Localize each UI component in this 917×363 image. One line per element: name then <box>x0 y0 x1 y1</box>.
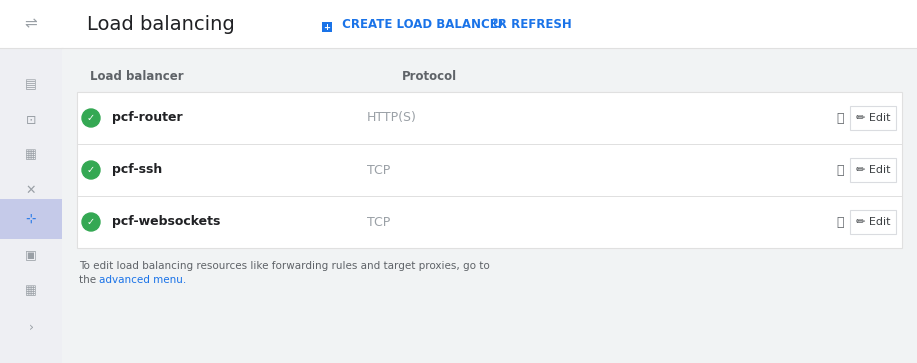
Text: ✏ Edit: ✏ Edit <box>856 217 890 227</box>
Text: ›: › <box>28 321 34 334</box>
Circle shape <box>82 109 100 127</box>
Text: To edit load balancing resources like forwarding rules and target proxies, go to: To edit load balancing resources like fo… <box>79 261 490 271</box>
Text: ⇌: ⇌ <box>25 16 38 32</box>
FancyBboxPatch shape <box>0 199 62 239</box>
FancyBboxPatch shape <box>62 0 917 48</box>
Text: pcf-router: pcf-router <box>112 111 182 125</box>
Text: +: + <box>324 23 330 32</box>
Text: 🗑: 🗑 <box>836 111 844 125</box>
Text: ▤: ▤ <box>25 78 37 91</box>
Text: Protocol: Protocol <box>402 69 458 82</box>
Circle shape <box>82 161 100 179</box>
Text: ↻: ↻ <box>492 17 503 31</box>
Text: 🗑: 🗑 <box>836 216 844 228</box>
Text: ✓: ✓ <box>87 113 95 123</box>
Text: ✏ Edit: ✏ Edit <box>856 165 890 175</box>
Text: TCP: TCP <box>367 163 391 176</box>
FancyBboxPatch shape <box>322 22 332 32</box>
FancyBboxPatch shape <box>850 210 896 234</box>
Text: ▦: ▦ <box>25 148 37 162</box>
Text: ✓: ✓ <box>87 165 95 175</box>
FancyBboxPatch shape <box>850 106 896 130</box>
Text: Load balancer: Load balancer <box>90 69 183 82</box>
Text: ✕: ✕ <box>26 184 37 196</box>
Text: ✏ Edit: ✏ Edit <box>856 113 890 123</box>
Text: ▣: ▣ <box>25 249 37 261</box>
FancyBboxPatch shape <box>850 158 896 182</box>
FancyBboxPatch shape <box>0 0 62 48</box>
Text: CREATE LOAD BALANCER: CREATE LOAD BALANCER <box>338 17 507 30</box>
Text: advanced menu.: advanced menu. <box>99 275 186 285</box>
Text: TCP: TCP <box>367 216 391 228</box>
Text: 🗑: 🗑 <box>836 163 844 176</box>
Text: ▦: ▦ <box>25 285 37 298</box>
Text: the: the <box>79 275 99 285</box>
Text: ⊹: ⊹ <box>26 212 37 225</box>
Text: ⊡: ⊡ <box>26 114 37 126</box>
Text: Load balancing: Load balancing <box>87 15 235 33</box>
Text: HTTP(S): HTTP(S) <box>367 111 417 125</box>
Text: ✓: ✓ <box>87 217 95 227</box>
Text: REFRESH: REFRESH <box>507 17 572 30</box>
Text: pcf-websockets: pcf-websockets <box>112 216 220 228</box>
FancyBboxPatch shape <box>0 0 62 363</box>
FancyBboxPatch shape <box>77 92 902 248</box>
Text: pcf-ssh: pcf-ssh <box>112 163 162 176</box>
FancyBboxPatch shape <box>62 48 917 363</box>
Circle shape <box>82 213 100 231</box>
